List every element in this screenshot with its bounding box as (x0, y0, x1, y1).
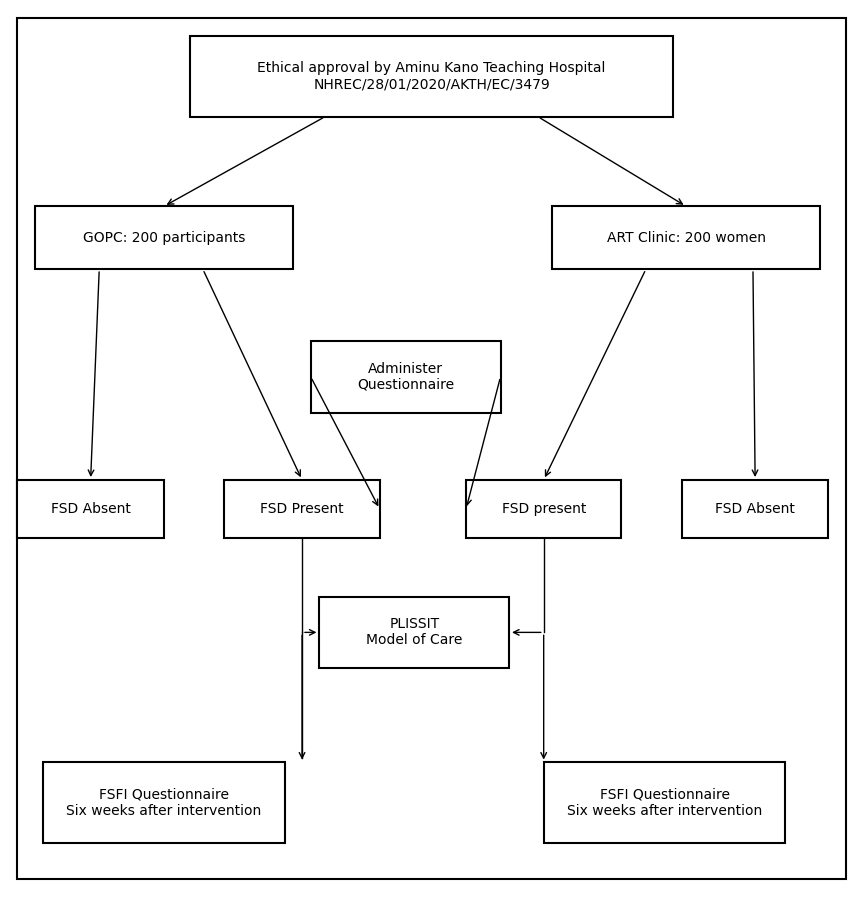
Text: FSFI Questionnaire
Six weeks after intervention: FSFI Questionnaire Six weeks after inter… (66, 788, 261, 818)
Bar (190, 36, 673, 117)
Text: FSD Absent: FSD Absent (51, 502, 130, 516)
Bar (17, 480, 164, 538)
Text: Ethical approval by Aminu Kano Teaching Hospital
NHREC/28/01/2020/AKTH/EC/3479: Ethical approval by Aminu Kano Teaching … (257, 61, 606, 91)
Bar (224, 480, 380, 538)
Bar (311, 341, 501, 413)
Text: Administer
Questionnaire: Administer Questionnaire (357, 361, 454, 392)
Bar (552, 206, 820, 269)
Text: ART Clinic: 200 women: ART Clinic: 200 women (607, 231, 765, 245)
Bar (544, 762, 785, 843)
Bar (35, 206, 293, 269)
Text: PLISSIT
Model of Care: PLISSIT Model of Care (366, 617, 463, 648)
Text: FSD Present: FSD Present (261, 502, 343, 516)
Bar (43, 762, 285, 843)
Bar (466, 480, 621, 538)
Text: FSD present: FSD present (501, 502, 586, 516)
Text: GOPC: 200 participants: GOPC: 200 participants (83, 231, 245, 245)
Bar (319, 597, 509, 668)
Text: FSFI Questionnaire
Six weeks after intervention: FSFI Questionnaire Six weeks after inter… (567, 788, 762, 818)
Bar (682, 480, 828, 538)
Text: FSD Absent: FSD Absent (715, 502, 795, 516)
